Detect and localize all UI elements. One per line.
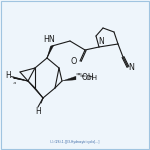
- Polygon shape: [62, 76, 76, 81]
- Text: O: O: [71, 57, 77, 66]
- Text: H: H: [5, 72, 11, 81]
- Polygon shape: [47, 46, 54, 58]
- Text: N: N: [98, 38, 104, 46]
- Text: H: H: [35, 106, 41, 116]
- Text: ""OH: ""OH: [76, 74, 94, 82]
- Text: ,,: ,,: [12, 78, 16, 84]
- Text: ""OH: ""OH: [79, 75, 97, 81]
- Text: N: N: [128, 63, 134, 72]
- Text: (-)-​(2S)-1-[[(3-Hydroxytricyclo[…]: (-)-​(2S)-1-[[(3-Hydroxytricyclo[…]: [50, 140, 100, 144]
- Text: HN: HN: [43, 36, 55, 45]
